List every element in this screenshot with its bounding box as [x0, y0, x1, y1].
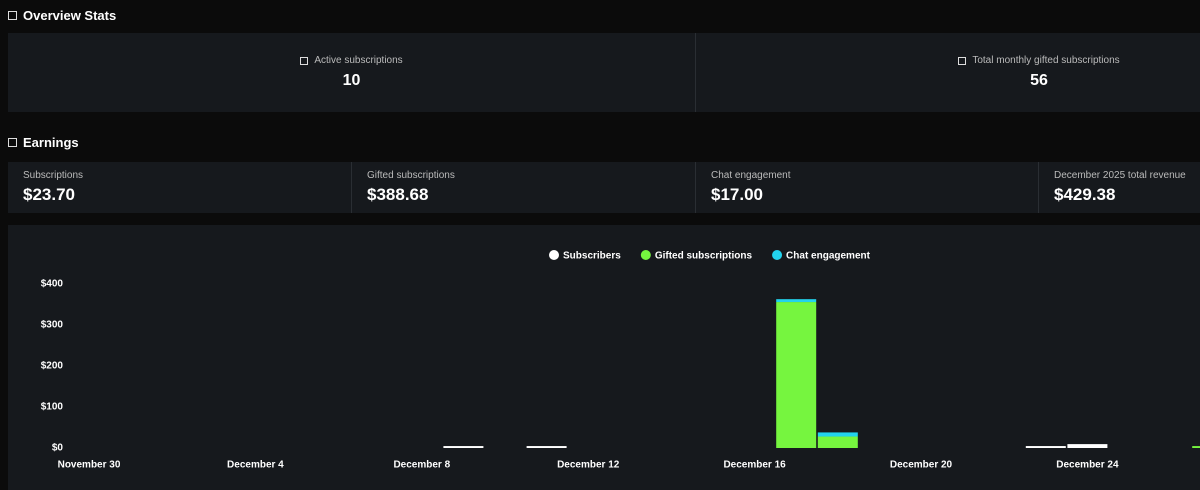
bar	[1067, 444, 1108, 448]
card-label: Chat engagement	[711, 170, 791, 181]
card-value: $388.68	[367, 185, 429, 204]
legend-marker	[772, 250, 783, 260]
bar	[817, 436, 858, 448]
bar	[817, 432, 858, 437]
legend-label: Chat engagement	[786, 251, 871, 262]
stat: Total monthly gifted subscriptions 56	[696, 33, 1200, 112]
legend-marker	[549, 250, 559, 260]
card-label: Subscriptions	[23, 170, 84, 181]
earnings-panel: Subscriptions $23.70 Gifted subscriptions…	[8, 162, 1200, 213]
x-tick-label: December 24	[1056, 460, 1119, 471]
chart-panel: $0 $100 $200 $300 $400 November 30 December 4 D…	[8, 225, 1200, 490]
bar	[776, 302, 817, 448]
card-label: Gifted subscriptions	[367, 170, 455, 181]
y-tick-label: $100	[41, 402, 64, 413]
bar	[1025, 446, 1066, 448]
chart: $0 $100 $200 $300 $400 November 30 December 4 D…	[41, 250, 1200, 471]
card-value: $17.00	[711, 185, 763, 204]
stat-value: 10	[342, 72, 361, 89]
bar	[1192, 446, 1200, 448]
y-tick-label: $200	[41, 361, 64, 372]
stat: Active subscriptions 10	[8, 33, 695, 112]
stat-label: Total monthly gifted subscriptions	[972, 55, 1120, 66]
bar	[526, 446, 567, 448]
earnings-card: Chat engagement $17.00	[696, 162, 1039, 213]
stat-label: Active subscriptions	[314, 55, 403, 66]
bar	[776, 299, 817, 303]
section-title: Earnings	[23, 135, 79, 150]
earnings-card: December 2025 total revenue $429.38	[1039, 162, 1200, 213]
earnings-header: Earnings	[8, 135, 79, 150]
overview-panel: Active subscriptions 10 Total monthly gi…	[8, 33, 1200, 112]
earnings-card: Subscriptions $23.70	[8, 162, 351, 213]
y-tick-label: $400	[41, 279, 64, 290]
stat-value: 56	[1030, 72, 1048, 89]
card-value: $429.38	[1054, 185, 1116, 204]
y-tick-label: $0	[52, 443, 64, 454]
x-tick-label: December 16	[723, 460, 786, 471]
legend-marker	[640, 250, 651, 260]
card-label: December 2025 total revenue	[1054, 170, 1186, 181]
overview-header: Overview Stats	[8, 8, 116, 23]
section-title: Overview Stats	[23, 8, 117, 23]
x-tick-label: December 8	[393, 460, 450, 471]
legend-label: Subscribers	[563, 251, 621, 262]
bar	[443, 446, 484, 448]
x-tick-label: December 12	[557, 460, 620, 471]
x-tick-label: December 20	[890, 460, 953, 471]
legend-label: Gifted subscriptions	[655, 251, 753, 262]
y-tick-label: $300	[41, 320, 64, 331]
x-tick-label: November 30	[58, 460, 121, 471]
x-tick-label: December 4	[227, 460, 284, 471]
card-value: $23.70	[23, 185, 75, 204]
earnings-card: Gifted subscriptions $388.68	[352, 162, 695, 213]
